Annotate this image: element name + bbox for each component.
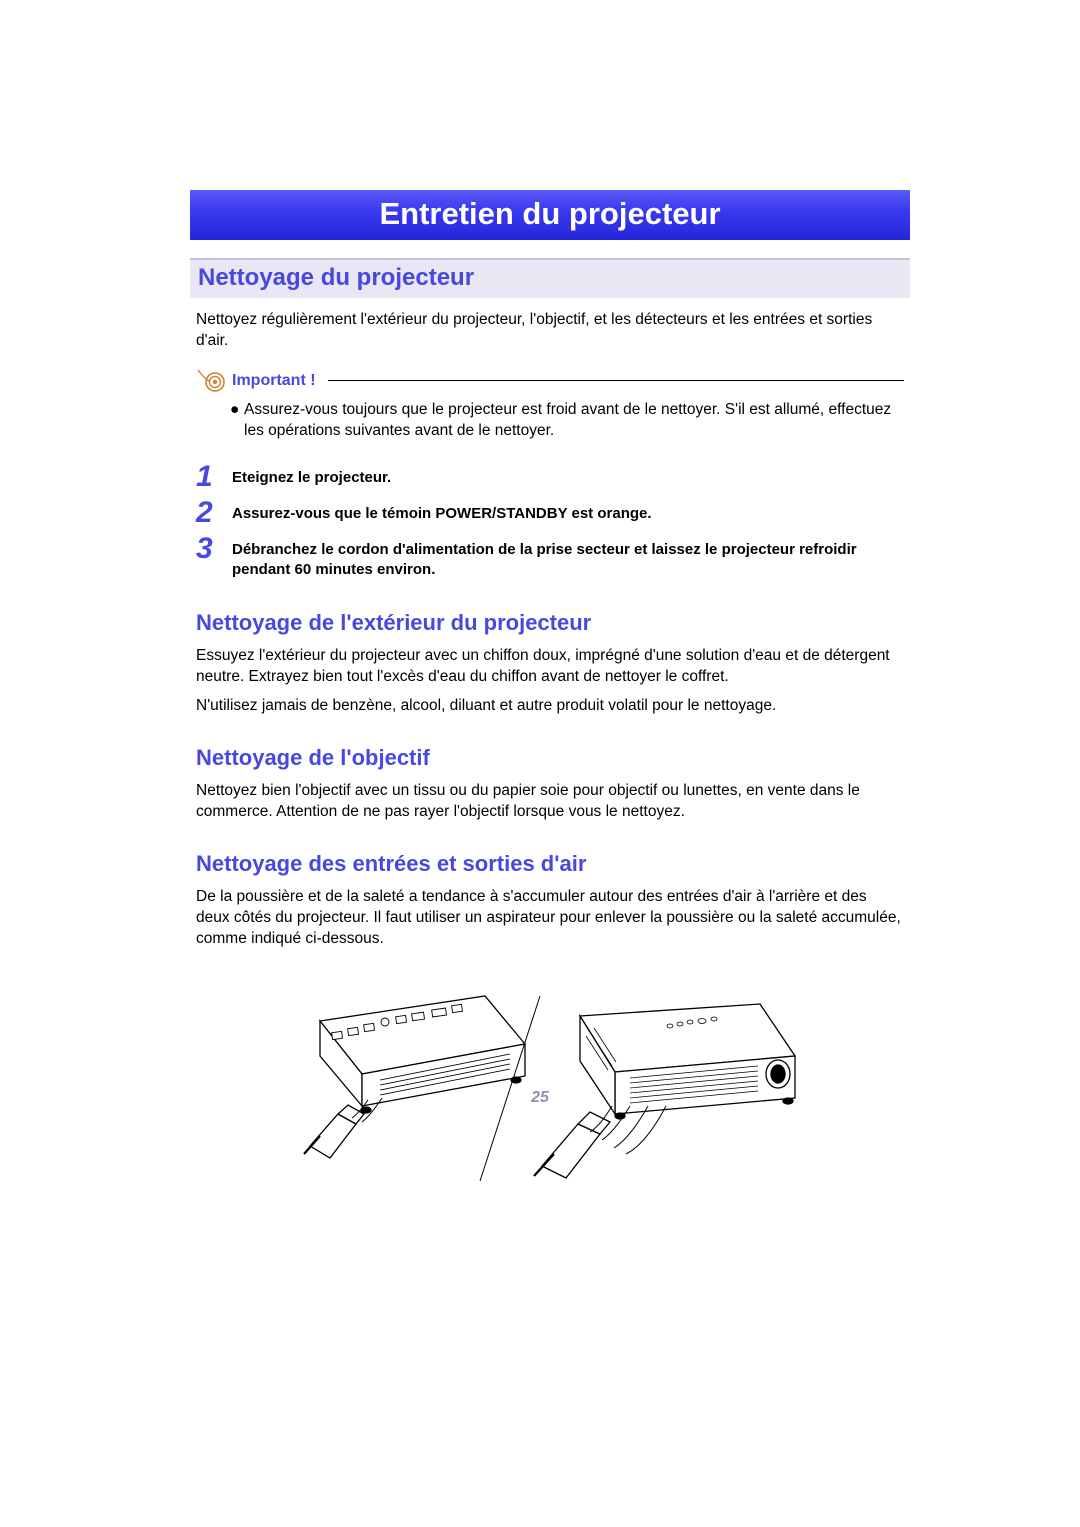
step-number: 1 (196, 462, 232, 492)
section-heading-cleaning: Nettoyage du projecteur (190, 258, 910, 298)
subheading-lens: Nettoyage de l'objectif (196, 745, 904, 771)
subheading-airvents: Nettoyage des entrées et sorties d'air (196, 851, 904, 877)
page-title-banner: Entretien du projecteur (190, 190, 910, 240)
step-text: Débranchez le cordon d'alimentation de l… (232, 534, 904, 581)
important-bullet-text: Assurez-vous toujours que le projecteur … (244, 400, 904, 442)
section2-para2: N'utilisez jamais de benzène, alcool, di… (196, 696, 904, 717)
step-row: 3 Débranchez le cordon d'alimentation de… (196, 534, 904, 581)
step-row: 1 Eteignez le projecteur. (196, 462, 904, 492)
projector-illustration (290, 966, 810, 1206)
section3-para: Nettoyez bien l'objectif avec un tissu o… (196, 781, 904, 823)
important-bullet: ● Assurez-vous toujours que le projecteu… (230, 400, 904, 442)
bullet-dot: ● (230, 400, 244, 442)
step-number: 3 (196, 534, 232, 564)
section4-para: De la poussière et de la saleté a tendan… (196, 887, 904, 950)
step-row: 2 Assurez-vous que le témoin POWER/STAND… (196, 498, 904, 528)
section-heading-text: Nettoyage du projecteur (198, 264, 474, 291)
step-text: Assurez-vous que le témoin POWER/STANDBY… (232, 498, 652, 524)
important-label: Important ! (232, 372, 316, 390)
prohibit-icon (196, 368, 226, 394)
important-header: Important ! (196, 368, 904, 394)
important-rule (328, 380, 904, 381)
section2-para1: Essuyez l'extérieur du projecteur avec u… (196, 646, 904, 688)
page-title: Entretien du projecteur (379, 196, 720, 231)
page-number: 25 (0, 1089, 1080, 1107)
subheading-exterior: Nettoyage de l'extérieur du projecteur (196, 610, 904, 636)
section1-intro: Nettoyez régulièrement l'extérieur du pr… (196, 310, 904, 352)
step-text: Eteignez le projecteur. (232, 462, 391, 488)
important-callout: Important ! ● Assurez-vous toujours que … (196, 368, 904, 442)
steps-list: 1 Eteignez le projecteur. 2 Assurez-vous… (196, 462, 904, 581)
step-number: 2 (196, 498, 232, 528)
